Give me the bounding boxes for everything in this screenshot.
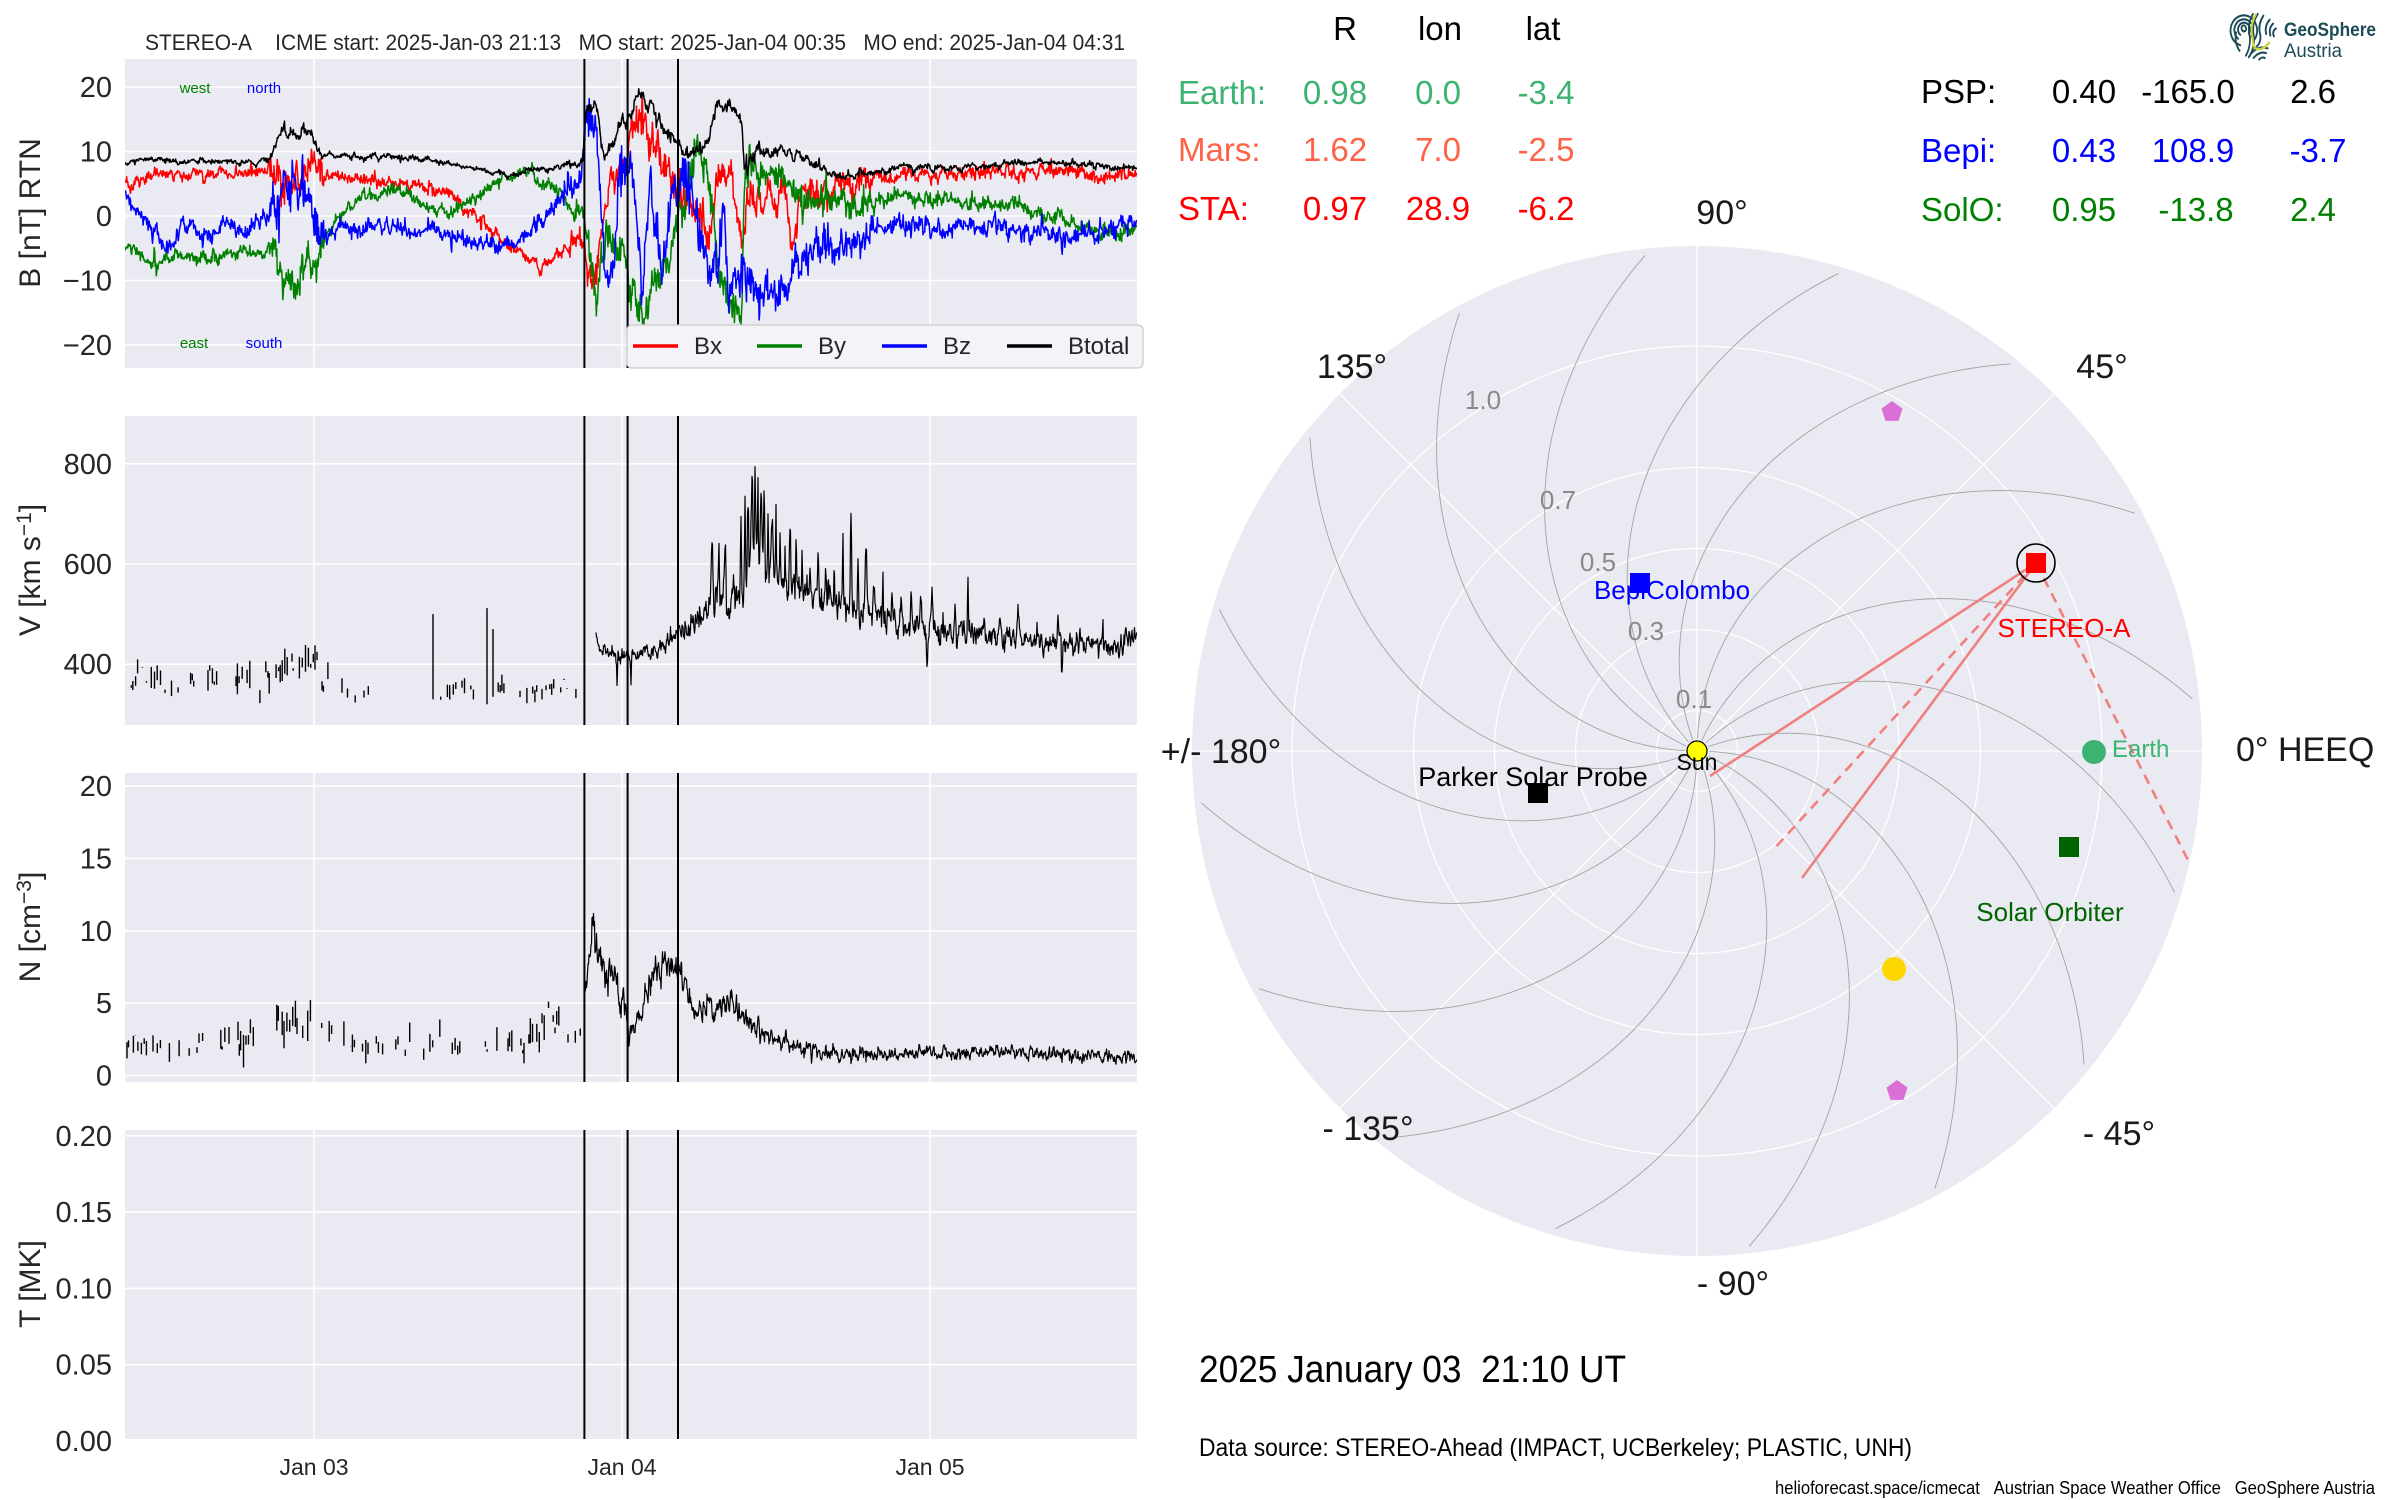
svg-text:Bepi:: Bepi: bbox=[1921, 132, 1996, 169]
svg-text:B [nT] RTN: B [nT] RTN bbox=[14, 138, 47, 287]
svg-text:0.3: 0.3 bbox=[1628, 616, 1664, 646]
svg-text:0.20: 0.20 bbox=[56, 1121, 112, 1153]
svg-text:Jan 03: Jan 03 bbox=[279, 1454, 348, 1480]
svg-text:90°: 90° bbox=[1696, 194, 1747, 232]
svg-text:0.97: 0.97 bbox=[1303, 190, 1367, 227]
svg-text:Jan 04: Jan 04 bbox=[587, 1454, 656, 1480]
svg-text:Mars:: Mars: bbox=[1178, 131, 1261, 168]
svg-text:-2.5: -2.5 bbox=[1518, 131, 1575, 168]
svg-text:Earth:: Earth: bbox=[1178, 74, 1266, 111]
svg-text:Jan 05: Jan 05 bbox=[895, 1454, 964, 1480]
svg-text:SolO:: SolO: bbox=[1921, 191, 2004, 228]
svg-text:600: 600 bbox=[64, 549, 112, 581]
svg-text:-165.0: -165.0 bbox=[2141, 73, 2235, 110]
svg-text:BepiColombo: BepiColombo bbox=[1594, 575, 1750, 605]
svg-text:10: 10 bbox=[80, 916, 112, 948]
svg-text:0.05: 0.05 bbox=[56, 1350, 112, 1382]
svg-text:GeoSphere: GeoSphere bbox=[2284, 20, 2376, 41]
svg-text:2.6: 2.6 bbox=[2290, 73, 2336, 110]
svg-text:STEREO-A ICME start: 2025-J: STEREO-A ICME start: 2025-Jan-03 21:13 M… bbox=[145, 30, 1125, 55]
svg-text:Solar Orbiter: Solar Orbiter bbox=[1976, 897, 2124, 927]
svg-text:5: 5 bbox=[96, 988, 112, 1020]
svg-text:−20: −20 bbox=[63, 330, 112, 362]
svg-text:Btotal: Btotal bbox=[1068, 333, 1129, 360]
svg-text:west: west bbox=[179, 80, 212, 97]
svg-text:2025 January 03 21:10 UT: 2025 January 03 21:10 UT bbox=[1199, 1349, 1626, 1391]
svg-text:0.98: 0.98 bbox=[1303, 74, 1367, 111]
svg-text:1.0: 1.0 bbox=[1465, 385, 1501, 415]
svg-text:- 90°: - 90° bbox=[1697, 1265, 1769, 1303]
svg-text:PSP:: PSP: bbox=[1921, 73, 1996, 110]
svg-text:135°: 135° bbox=[1317, 348, 1387, 386]
svg-text:lat: lat bbox=[1526, 10, 1561, 47]
svg-text:0.0: 0.0 bbox=[1415, 74, 1461, 111]
svg-text:-13.8: -13.8 bbox=[2158, 191, 2233, 228]
svg-text:south: south bbox=[246, 335, 283, 352]
svg-text:0.7: 0.7 bbox=[1540, 485, 1576, 515]
svg-text:20: 20 bbox=[80, 72, 112, 104]
svg-text:-3.7: -3.7 bbox=[2290, 132, 2347, 169]
svg-text:By: By bbox=[818, 333, 846, 360]
svg-text:Parker Solar Probe: Parker Solar Probe bbox=[1418, 762, 1648, 792]
svg-text:0.10: 0.10 bbox=[56, 1273, 112, 1305]
svg-text:north: north bbox=[247, 80, 281, 97]
svg-text:0.1: 0.1 bbox=[1676, 684, 1712, 714]
svg-text:0: 0 bbox=[96, 1061, 112, 1093]
svg-text:Earth: Earth bbox=[2112, 736, 2169, 763]
svg-text:0° HEEQ: 0° HEEQ bbox=[2236, 731, 2374, 769]
svg-text:1.62: 1.62 bbox=[1303, 131, 1367, 168]
svg-text:0.5: 0.5 bbox=[1580, 547, 1616, 577]
svg-text:STA:: STA: bbox=[1178, 190, 1249, 227]
svg-text:helioforecast.space/icmecat: helioforecast.space/icmecat Austrian Spa… bbox=[1775, 1478, 2376, 1498]
svg-text:Austria: Austria bbox=[2284, 41, 2342, 62]
svg-text:- 45°: - 45° bbox=[2083, 1115, 2155, 1153]
svg-text:0: 0 bbox=[96, 201, 112, 233]
svg-text:Bx: Bx bbox=[694, 333, 722, 360]
svg-text:800: 800 bbox=[64, 449, 112, 481]
svg-text:Sun: Sun bbox=[1677, 749, 1718, 775]
svg-text:V [km s−1]: V [km s−1] bbox=[13, 504, 47, 636]
svg-text:0.43: 0.43 bbox=[2052, 132, 2116, 169]
svg-text:lon: lon bbox=[1418, 10, 1462, 47]
svg-text:N [cm−3]: N [cm−3] bbox=[13, 872, 47, 983]
svg-text:−10: −10 bbox=[63, 266, 112, 298]
svg-text:0.00: 0.00 bbox=[56, 1426, 112, 1458]
svg-text:400: 400 bbox=[64, 649, 112, 681]
svg-text:7.0: 7.0 bbox=[1415, 131, 1461, 168]
svg-text:STEREO-A: STEREO-A bbox=[1998, 613, 2132, 643]
svg-text:-6.2: -6.2 bbox=[1518, 190, 1575, 227]
svg-text:15: 15 bbox=[80, 843, 112, 875]
svg-text:10: 10 bbox=[80, 137, 112, 169]
svg-text:2.4: 2.4 bbox=[2290, 191, 2336, 228]
svg-text:108.9: 108.9 bbox=[2152, 132, 2235, 169]
svg-text:- 135°: - 135° bbox=[1322, 1110, 1413, 1148]
svg-text:20: 20 bbox=[80, 771, 112, 803]
svg-text:east: east bbox=[180, 335, 209, 352]
svg-text:0.95: 0.95 bbox=[2052, 191, 2116, 228]
svg-text:0.15: 0.15 bbox=[56, 1197, 112, 1229]
svg-text:T [MK]: T [MK] bbox=[14, 1240, 47, 1328]
svg-text:0.40: 0.40 bbox=[2052, 73, 2116, 110]
svg-text:Data source: STEREO-Ahead (IMP: Data source: STEREO-Ahead (IMPACT, UCBer… bbox=[1199, 1434, 1912, 1462]
svg-text:45°: 45° bbox=[2076, 348, 2127, 386]
svg-text:28.9: 28.9 bbox=[1406, 190, 1470, 227]
svg-text:R: R bbox=[1333, 10, 1357, 47]
svg-text:-3.4: -3.4 bbox=[1518, 74, 1575, 111]
svg-text:Bz: Bz bbox=[943, 333, 971, 360]
svg-text:+/- 180°: +/- 180° bbox=[1161, 733, 1281, 771]
